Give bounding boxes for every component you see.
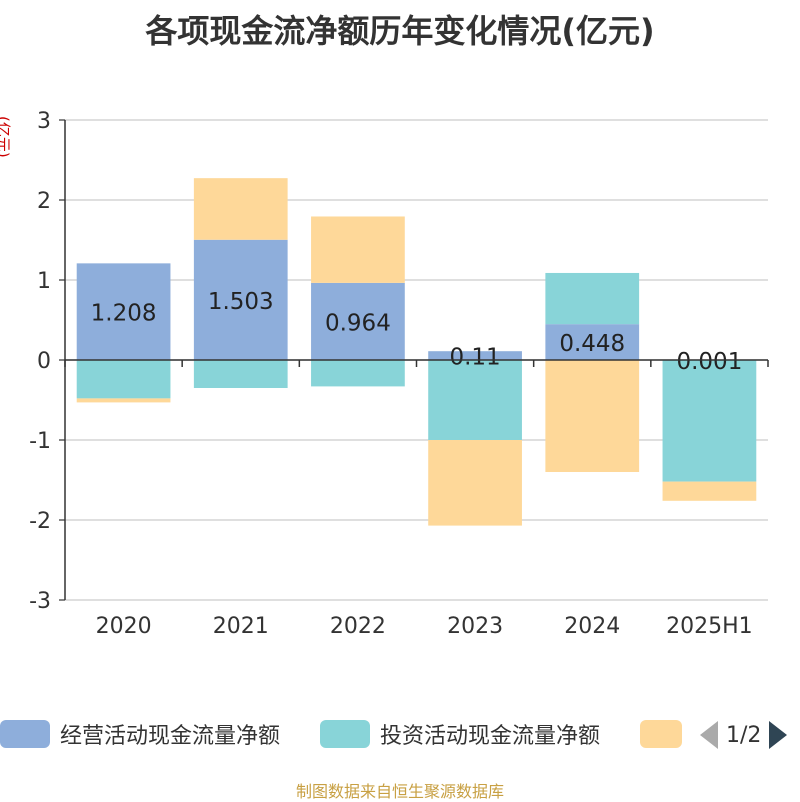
prev-page-icon[interactable] <box>700 721 718 749</box>
bar-0-2022 <box>311 282 405 360</box>
bar-0-2021 <box>193 239 288 360</box>
y-tick-label: -3 <box>29 589 51 614</box>
data-label: 0.001 <box>676 349 742 375</box>
bar-0-2020 <box>76 263 171 360</box>
bar-2-2025H1 <box>662 481 757 501</box>
bar-1-2024 <box>545 272 640 325</box>
bar-2-2020 <box>76 398 171 403</box>
bar-0-2024 <box>545 324 640 360</box>
x-tick-label: 2021 <box>213 614 269 639</box>
data-label: 0.964 <box>325 310 391 336</box>
legend-item-investing[interactable]: 投资活动现金流量净额 <box>320 716 600 752</box>
bar-1-2023 <box>428 360 522 440</box>
bar-2-2023 <box>428 440 522 526</box>
bar-2-2021 <box>193 178 288 240</box>
legend-item-financing[interactable] <box>640 716 682 752</box>
bar-0-2023 <box>428 351 522 360</box>
chart-title: 各项现金流净额历年变化情况(亿元) <box>145 12 655 50</box>
legend-swatch <box>0 720 50 748</box>
data-label: 1.208 <box>91 301 157 327</box>
y-tick-label: 3 <box>37 109 51 134</box>
y-tick-label: 1 <box>37 269 51 294</box>
bar-2-2022 <box>311 216 405 283</box>
next-page-icon[interactable] <box>769 721 788 749</box>
bar-2-2024 <box>545 360 640 472</box>
source-note: 制图数据来自恒生聚源数据库 <box>295 782 504 801</box>
legend-swatch <box>640 720 682 748</box>
legend-label: 投资活动现金流量净额 <box>380 724 601 749</box>
legend-label: 经营活动现金流量净额 <box>60 724 281 749</box>
data-label: 0.448 <box>559 331 625 357</box>
y-tick-label: 0 <box>37 349 51 374</box>
y-tick-label: -2 <box>29 509 51 534</box>
bar-1-2021 <box>193 360 288 388</box>
legend-item-operating[interactable]: 经营活动现金流量净额 <box>0 716 280 752</box>
bar-1-2025H1 <box>662 360 757 482</box>
data-label: 0.11 <box>449 345 500 371</box>
legend: 经营活动现金流量净额 投资活动现金流量净额 <box>0 716 800 756</box>
x-tick-label: 2023 <box>447 614 503 639</box>
bar-1-2020 <box>76 360 171 399</box>
x-tick-label: 2025H1 <box>666 614 753 639</box>
x-tick-label: 2022 <box>330 614 386 639</box>
x-tick-label: 2024 <box>564 614 620 639</box>
pager-text: 1/2 <box>726 722 762 748</box>
y-tick-label: -1 <box>29 429 51 454</box>
x-tick-label: 2020 <box>96 614 152 639</box>
data-label: 1.503 <box>208 289 274 315</box>
y-tick-label: 2 <box>37 189 51 214</box>
bar-1-2022 <box>311 360 405 387</box>
legend-swatch <box>320 720 370 748</box>
legend-pager: 1/2 <box>700 718 788 752</box>
